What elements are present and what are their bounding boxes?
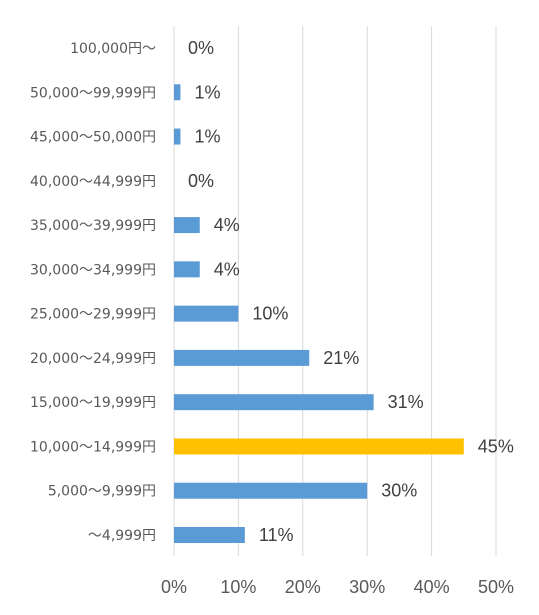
category-label: 25,000～29,999円 — [30, 307, 156, 323]
category-label: 40,000～44,999円 — [30, 174, 156, 190]
x-tick-label: 20% — [285, 577, 321, 597]
value-label: 30% — [381, 481, 417, 501]
bar — [174, 394, 374, 411]
x-tick-label: 40% — [414, 577, 450, 597]
category-label: 20,000～24,999円 — [30, 351, 156, 367]
bar-highlighted — [174, 438, 464, 455]
value-labels: 0% 1% 1% 0% 4% 4% 10% 21% 31% 45% 30% 11% — [188, 38, 514, 545]
value-label: 0% — [188, 38, 214, 58]
value-label: 21% — [323, 348, 359, 368]
bar — [174, 261, 200, 278]
value-label: 4% — [214, 259, 240, 279]
x-tick-label: 50% — [478, 577, 514, 597]
category-label: 50,000～99,999円 — [30, 85, 156, 101]
x-axis-tick-labels: 0% 10% 20% 30% 40% 50% — [161, 577, 514, 597]
bar — [174, 527, 245, 543]
bar — [174, 482, 368, 499]
category-label: 30,000～34,999円 — [30, 262, 156, 278]
category-label: 35,000～39,999円 — [30, 218, 156, 234]
value-label: 1% — [194, 82, 220, 102]
category-labels: 100,000円～ 50,000～99,999円 45,000～50,000円 40,… — [30, 41, 156, 544]
value-label: 31% — [388, 392, 424, 412]
category-label: 100,000円～ — [70, 41, 156, 57]
bar — [174, 305, 239, 322]
x-tick-label: 0% — [161, 577, 187, 597]
category-label: 15,000～19,999円 — [30, 395, 156, 411]
value-label: 0% — [188, 171, 214, 191]
value-label: 1% — [194, 127, 220, 147]
category-label: 5,000～9,999円 — [48, 484, 156, 500]
value-label: 4% — [214, 215, 240, 235]
x-tick-label: 10% — [220, 577, 256, 597]
category-label: 45,000～50,000円 — [30, 130, 156, 146]
value-label: 45% — [478, 436, 514, 456]
gridlines — [173, 26, 497, 556]
bar — [174, 84, 181, 101]
category-label: 10,000～14,999円 — [30, 439, 156, 455]
category-label: ～4,999円 — [88, 528, 156, 544]
value-label: 10% — [252, 304, 288, 324]
x-tick-label: 30% — [349, 577, 385, 597]
bars — [174, 84, 464, 543]
value-label: 11% — [259, 525, 294, 545]
bar — [174, 128, 181, 145]
bar — [174, 349, 310, 366]
bar — [174, 217, 200, 234]
